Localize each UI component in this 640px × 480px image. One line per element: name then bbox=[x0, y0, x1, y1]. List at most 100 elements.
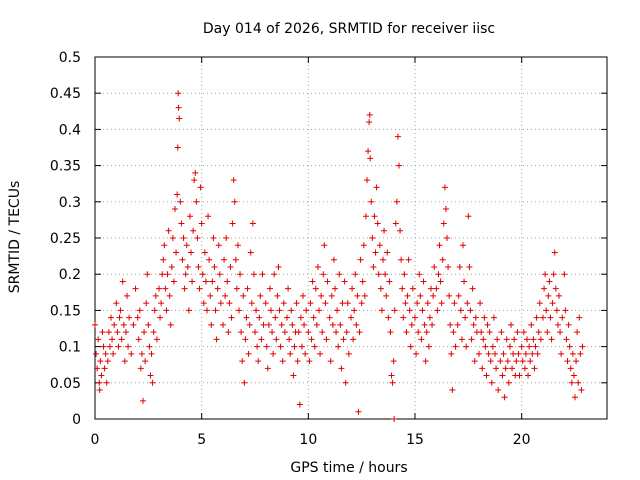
data-point bbox=[573, 358, 580, 365]
data-point bbox=[248, 300, 255, 307]
data-point bbox=[279, 358, 286, 365]
y-tick-label: 0.1 bbox=[59, 340, 81, 356]
data-point bbox=[394, 133, 401, 140]
data-point bbox=[542, 271, 549, 278]
data-point bbox=[238, 329, 245, 336]
y-tick-label: 0.35 bbox=[50, 159, 81, 175]
data-point bbox=[157, 314, 164, 321]
data-point bbox=[548, 336, 555, 343]
data-point bbox=[393, 198, 400, 205]
data-point bbox=[104, 358, 111, 365]
data-point bbox=[536, 300, 543, 307]
data-point bbox=[416, 271, 423, 278]
data-point bbox=[173, 249, 180, 256]
data-point bbox=[255, 358, 262, 365]
data-point bbox=[567, 365, 574, 372]
data-point bbox=[412, 314, 418, 321]
data-point bbox=[309, 278, 316, 285]
data-point bbox=[231, 198, 238, 205]
data-point bbox=[148, 350, 155, 357]
data-point bbox=[150, 329, 157, 336]
data-point bbox=[487, 358, 494, 365]
data-point bbox=[108, 314, 114, 321]
data-point bbox=[418, 336, 425, 343]
data-point bbox=[194, 235, 201, 241]
data-point bbox=[376, 242, 383, 249]
data-point bbox=[357, 256, 364, 263]
data-point bbox=[94, 365, 101, 372]
data-point bbox=[384, 249, 391, 256]
data-point bbox=[564, 358, 571, 365]
data-point bbox=[136, 307, 143, 314]
data-point bbox=[130, 321, 137, 328]
data-point bbox=[407, 343, 414, 350]
data-point bbox=[391, 307, 398, 314]
data-point bbox=[100, 343, 107, 350]
data-point bbox=[239, 358, 246, 365]
data-point bbox=[228, 314, 235, 321]
data-point bbox=[504, 358, 511, 365]
data-point bbox=[515, 350, 522, 357]
data-point bbox=[262, 300, 269, 307]
data-point bbox=[317, 350, 324, 357]
y-tick-labels: 0 0.05 0.1 0.15 0.2 0.25 0.3 0.35 0.4 0.45 0.5 bbox=[50, 50, 81, 428]
data-point bbox=[258, 336, 265, 343]
data-point bbox=[468, 336, 475, 343]
x-tick-label: 10 bbox=[299, 432, 317, 448]
data-point bbox=[383, 292, 390, 299]
data-point bbox=[250, 271, 257, 278]
data-point bbox=[537, 336, 544, 343]
data-point bbox=[301, 321, 308, 328]
data-point bbox=[120, 321, 127, 328]
data-point bbox=[405, 256, 412, 263]
data-point bbox=[501, 394, 508, 401]
data-point bbox=[428, 285, 434, 292]
data-point bbox=[361, 292, 368, 299]
data-point bbox=[436, 242, 443, 249]
data-point bbox=[303, 307, 310, 314]
data-point bbox=[165, 227, 172, 234]
data-point bbox=[109, 336, 116, 343]
data-point bbox=[541, 285, 548, 292]
data-point bbox=[209, 278, 216, 285]
y-tick-label: 0.2 bbox=[59, 267, 81, 283]
data-point bbox=[426, 314, 433, 321]
data-point bbox=[285, 285, 292, 292]
data-point bbox=[207, 292, 214, 299]
data-point bbox=[138, 350, 145, 357]
data-point bbox=[553, 307, 560, 314]
data-point bbox=[296, 401, 303, 408]
data-point bbox=[495, 387, 502, 394]
data-point bbox=[435, 271, 442, 278]
data-point bbox=[409, 285, 416, 292]
data-point bbox=[533, 314, 540, 321]
data-point bbox=[213, 336, 220, 343]
data-point bbox=[319, 329, 326, 336]
data-point bbox=[364, 177, 370, 184]
data-point bbox=[358, 300, 365, 307]
data-point bbox=[244, 285, 251, 292]
data-point bbox=[113, 300, 120, 307]
data-point bbox=[144, 271, 151, 278]
data-point bbox=[340, 336, 347, 343]
data-point bbox=[313, 321, 320, 328]
data-point bbox=[174, 144, 181, 151]
data-points bbox=[92, 90, 586, 422]
data-point bbox=[464, 300, 471, 307]
data-point bbox=[360, 242, 367, 249]
data-point bbox=[149, 379, 156, 386]
data-point bbox=[290, 372, 297, 379]
data-point bbox=[386, 278, 393, 285]
data-point bbox=[275, 263, 282, 270]
data-point bbox=[574, 329, 581, 336]
data-point bbox=[169, 235, 176, 241]
data-point bbox=[293, 300, 300, 307]
data-point bbox=[210, 235, 217, 241]
data-point bbox=[479, 365, 486, 372]
data-point bbox=[404, 292, 411, 299]
data-point bbox=[281, 329, 288, 336]
data-point bbox=[362, 213, 369, 220]
data-point bbox=[441, 184, 448, 191]
data-point bbox=[141, 329, 148, 336]
data-point bbox=[551, 249, 558, 256]
